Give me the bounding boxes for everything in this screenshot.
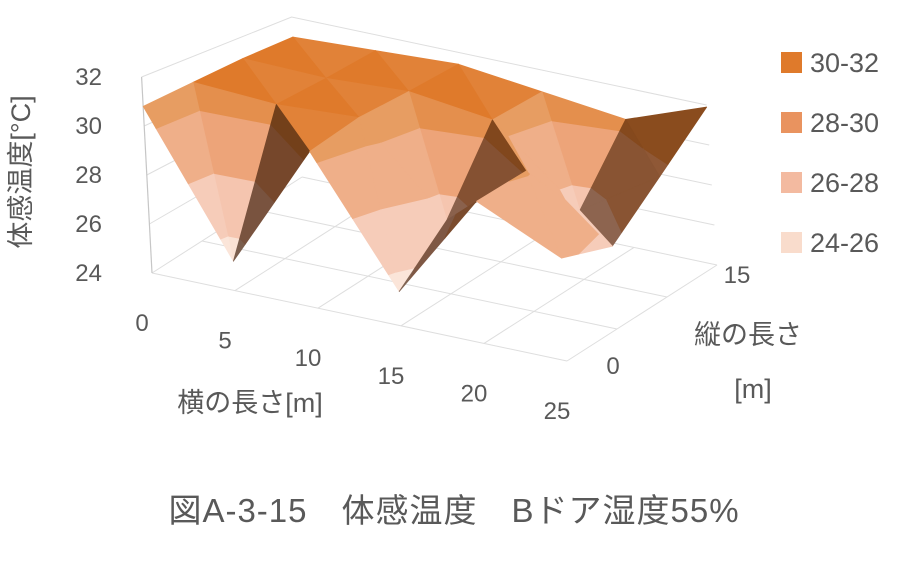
surface-facet — [142, 81, 200, 129]
legend-swatch — [781, 112, 802, 133]
wall-gridline — [141, 16, 707, 106]
depth-tick-label: 0 — [606, 353, 619, 380]
surface-facet — [309, 117, 367, 164]
x-tick-label: 25 — [544, 398, 571, 425]
figure-caption: 図A-3-15 体感温度 Bドア湿度55% — [168, 492, 740, 529]
x-tick-label: 15 — [378, 363, 405, 390]
depth-axis-title: [m] — [734, 374, 772, 404]
floor-gridline — [151, 272, 568, 362]
legend-swatch — [781, 172, 802, 193]
legend-label: 24-26 — [810, 228, 879, 258]
x-tick-label: 10 — [295, 345, 322, 372]
surface-facet — [606, 176, 661, 233]
surface-facet — [509, 170, 529, 182]
x-axis-title: 横の長さ[m] — [177, 388, 323, 418]
value-axis-title: 体感温度[°C] — [6, 95, 36, 248]
floor-gridline — [566, 264, 718, 362]
legend-label: 28-30 — [810, 108, 879, 138]
x-tick-label: 5 — [218, 328, 231, 355]
legend-label: 30-32 — [810, 48, 879, 78]
depth-axis-title: 縦の長さ — [694, 320, 802, 350]
legend-swatch — [781, 232, 802, 253]
floor-gridline — [483, 246, 635, 344]
x-tick-label: 20 — [461, 380, 488, 407]
value-tick-label: 26 — [75, 211, 102, 238]
floor-gridline — [400, 229, 552, 327]
value-tick-label: 28 — [75, 162, 102, 189]
surface-facet — [444, 200, 477, 239]
depth-tick-label: 15 — [724, 262, 751, 289]
surface-facet — [619, 119, 644, 149]
x-tick-label: 0 — [135, 310, 148, 337]
floor-gridline — [251, 208, 668, 298]
value-axis-line — [141, 76, 153, 274]
legend-label: 26-28 — [810, 168, 879, 198]
value-tick-label: 32 — [75, 64, 102, 91]
surface-chart: 24 26 28 30 32 0 5 10 15 20 25 0 15 体感温度[°C] 横の長さ[m] 縦の… — [6, 16, 879, 425]
value-tick-label: 24 — [75, 260, 102, 287]
floor-gridline — [201, 240, 618, 330]
legend-swatch — [781, 52, 802, 73]
value-tick-label: 30 — [75, 113, 102, 140]
